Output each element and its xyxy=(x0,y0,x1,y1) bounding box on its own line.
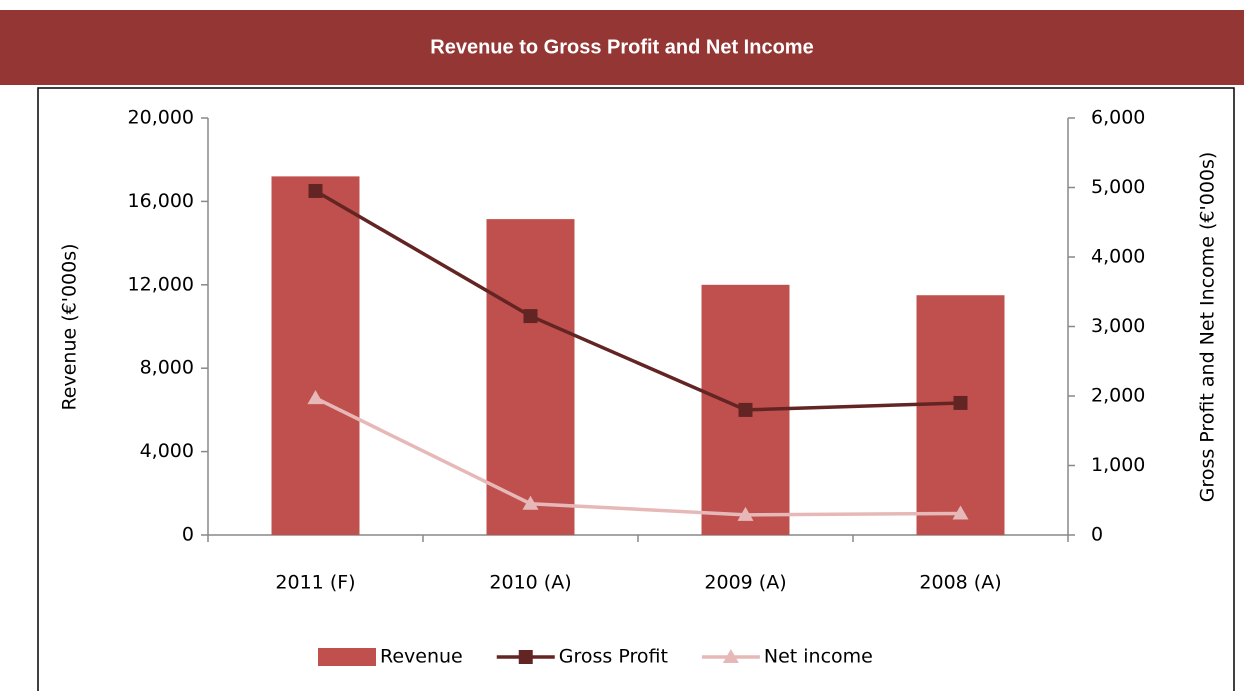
x-tick-label: 2008 (A) xyxy=(919,572,1001,594)
chart-title: Revenue to Gross Profit and Net Income xyxy=(430,36,813,58)
y2-tick-label: 5,000 xyxy=(1091,176,1145,198)
title-bar xyxy=(0,10,1244,85)
legend-marker xyxy=(518,650,533,664)
bar xyxy=(486,219,575,535)
marker xyxy=(952,505,969,520)
chart-frame xyxy=(37,87,1235,691)
marker xyxy=(953,395,968,410)
legend-label: Net income xyxy=(764,646,873,668)
line xyxy=(314,189,961,412)
legend-swatch xyxy=(318,648,376,666)
bar xyxy=(916,295,1005,535)
marker xyxy=(738,402,753,417)
marker xyxy=(308,183,323,198)
y-tick-label: 4,000 xyxy=(140,440,194,462)
y2-tick-label: 1,000 xyxy=(1091,454,1145,476)
bar xyxy=(271,176,360,535)
x-tick-label: 2010 (A) xyxy=(489,572,571,594)
legend-label: Gross Profit xyxy=(559,646,668,668)
y2-tick-label: 0 xyxy=(1091,524,1103,546)
marker xyxy=(307,390,324,405)
y-tick-label: 8,000 xyxy=(140,357,194,379)
x-tick-label: 2009 (A) xyxy=(704,572,786,594)
legend-label: Revenue xyxy=(380,646,463,668)
y2-tick-label: 4,000 xyxy=(1091,246,1145,268)
x-tick-label: 2011 (F) xyxy=(275,572,355,594)
y2-axis-label: Gross Profit and Net Income (€'000s) xyxy=(1197,152,1219,503)
legend-marker xyxy=(722,649,739,663)
y-tick-label: 20,000 xyxy=(128,107,194,129)
y-axis-label: Revenue (€'000s) xyxy=(59,243,81,410)
y2-tick-label: 6,000 xyxy=(1091,107,1145,129)
y-tick-label: 0 xyxy=(182,524,194,546)
marker xyxy=(522,495,539,510)
y2-tick-label: 2,000 xyxy=(1091,385,1145,407)
y2-tick-label: 3,000 xyxy=(1091,315,1145,337)
marker xyxy=(523,309,538,324)
y-tick-label: 16,000 xyxy=(128,190,194,212)
y-tick-label: 12,000 xyxy=(128,273,194,295)
line xyxy=(314,396,961,517)
marker xyxy=(737,506,754,521)
